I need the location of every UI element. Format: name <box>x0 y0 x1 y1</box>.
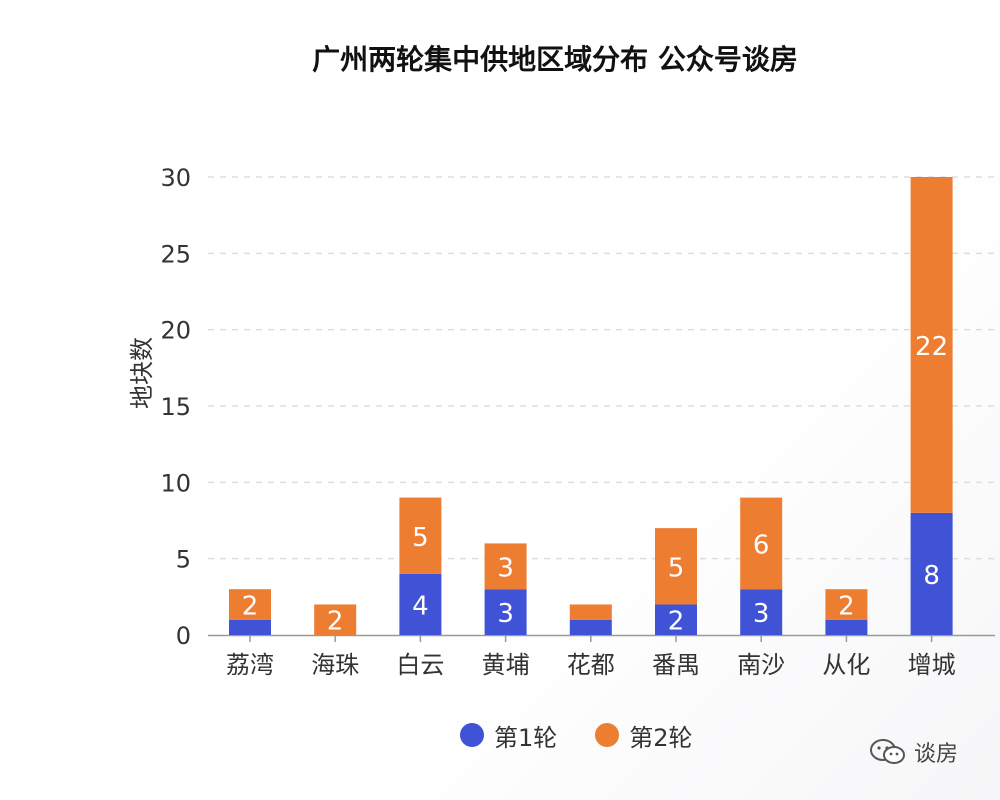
bar-round-1 <box>655 604 697 635</box>
chart-legend: 第1轮 第2轮 <box>460 718 693 752</box>
bar-data-label: 2 <box>327 607 344 637</box>
bar-round-2 <box>314 604 357 635</box>
legend-swatch-round-2 <box>595 723 620 747</box>
x-tick-label: 白云 <box>396 651 444 679</box>
x-tick-label: 海珠 <box>311 651 359 679</box>
legend-item-round-2[interactable]: 第2轮 <box>595 718 693 753</box>
bar-round-2 <box>569 604 612 620</box>
y-tick-label: 20 <box>160 317 191 345</box>
y-tick-label: 15 <box>160 393 191 421</box>
bar-data-label: 8 <box>923 561 940 591</box>
bar-data-label: 3 <box>497 599 514 629</box>
bar-data-label: 5 <box>668 553 685 583</box>
y-tick-label: 10 <box>160 469 191 497</box>
x-tick-label: 黄埔 <box>482 651 530 679</box>
y-tick-label: 0 <box>176 622 191 650</box>
bar-data-label: 2 <box>242 591 259 621</box>
x-tick-label: 花都 <box>567 651 615 679</box>
bar-round-1 <box>399 573 442 635</box>
legend-label-round-2: 第2轮 <box>629 723 693 752</box>
legend-item-round-1[interactable]: 第1轮 <box>460 718 557 753</box>
x-tick-label: 荔湾 <box>226 651 274 679</box>
watermark: 谈房 <box>868 736 958 768</box>
bar-round-1 <box>229 619 271 635</box>
bar-data-label: 5 <box>412 523 429 553</box>
wechat-icon <box>868 737 908 767</box>
chart-title: 广州两轮集中供地区域分布 公众号谈房 <box>312 43 798 76</box>
x-tick-label: 番禺 <box>652 651 700 679</box>
bar-round-2 <box>484 543 527 590</box>
x-tick-label: 增城 <box>908 651 956 679</box>
y-axis-label: 地块数 <box>128 337 156 409</box>
bar-round-2 <box>910 177 953 513</box>
x-tick-label: 从化 <box>822 651 870 679</box>
bar-round-1 <box>825 619 868 635</box>
y-tick-label: 30 <box>160 164 191 192</box>
bar-data-label: 22 <box>915 332 948 362</box>
bar-data-label: 2 <box>838 591 855 621</box>
bar-round-2 <box>655 528 697 605</box>
watermark-text: 谈房 <box>914 742 959 767</box>
bar-data-label: 6 <box>753 530 770 560</box>
y-tick-label: 5 <box>176 546 191 574</box>
legend-swatch-round-1 <box>460 723 484 747</box>
x-tick-label: 南沙 <box>737 651 785 679</box>
bar-data-label: 4 <box>412 591 429 621</box>
bar-round-2 <box>740 497 783 590</box>
bar-round-2 <box>399 497 442 574</box>
y-tick-label: 25 <box>160 240 191 268</box>
bar-data-label: 3 <box>753 599 770 629</box>
bar-round-1 <box>740 589 783 635</box>
legend-label-round-1: 第1轮 <box>494 723 558 752</box>
bar-data-label: 3 <box>497 553 514 583</box>
bar-round-1 <box>569 619 612 635</box>
bar-round-2 <box>229 589 271 620</box>
chart-background <box>110 0 1000 800</box>
bar-round-1 <box>910 512 953 635</box>
bar-data-label: 2 <box>668 607 685 637</box>
bar-round-1 <box>484 589 527 635</box>
bar-round-2 <box>825 589 868 620</box>
